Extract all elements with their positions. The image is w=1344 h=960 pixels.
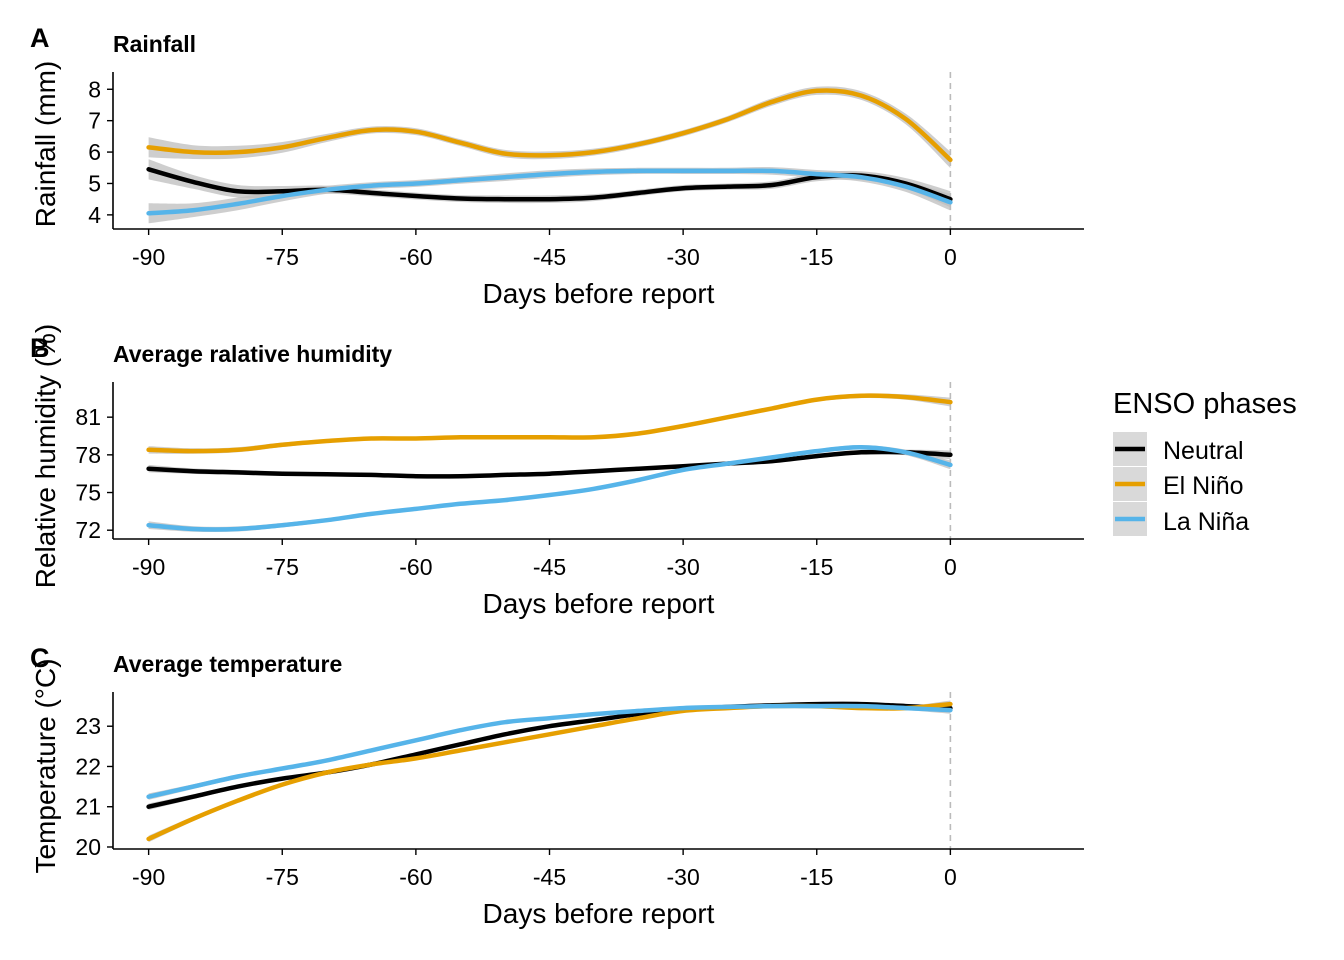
y-tick-label: 20 [75, 834, 101, 860]
x-tick-label: -15 [800, 864, 833, 890]
series-line-el-nino [146, 88, 953, 163]
x-tick-label: 0 [944, 554, 957, 580]
panel-letter-c: C [30, 643, 50, 673]
panel-a: A Rainfall -90 -75 -60 -45 -30 -15 0 4 5 6 7 8 Days … [30, 23, 1084, 309]
x-axis-title: Days before report [483, 588, 715, 619]
x-tick-label: -75 [266, 864, 299, 890]
x-tick-label: -90 [132, 244, 165, 270]
series-line-el-nino [146, 393, 953, 454]
series-line-la-nina [146, 168, 953, 216]
x-tick-label: 0 [944, 864, 957, 890]
y-tick-label: 23 [75, 713, 101, 739]
y-axis-title: Rainfall (mm) [30, 61, 61, 227]
y-tick-label: 6 [88, 139, 101, 165]
x-tick-label: -90 [132, 864, 165, 890]
y-tick-label: 5 [88, 170, 101, 196]
y-tick-label: 22 [75, 753, 101, 779]
y-tick-label: 78 [75, 442, 101, 468]
x-tick-label: 0 [944, 244, 957, 270]
x-tick-label: -15 [800, 554, 833, 580]
x-tick-label: -30 [667, 244, 700, 270]
y-tick-label: 8 [88, 76, 101, 102]
y-tick-label: 81 [75, 404, 101, 430]
legend-label-la-nina: La Niña [1163, 508, 1249, 536]
x-tick-label: -60 [399, 554, 432, 580]
panel-c: C Average temperature -90 -75 -60 -45 -30 -15… [30, 643, 1084, 929]
legend-title: ENSO phases [1113, 388, 1297, 420]
panel-letter-b: B [30, 333, 50, 363]
x-tick-label: -60 [399, 244, 432, 270]
y-tick-label: 21 [75, 794, 101, 820]
y-tick-label: 75 [75, 480, 101, 506]
y-axis-title: Relative humidity (%) [30, 324, 61, 589]
plot-area-rainfall: -90 -75 -60 -45 -30 -15 0 4 5 6 7 8 Days before repo… [30, 61, 1084, 309]
confidence-band-la-nina [148, 167, 951, 224]
legend-label-neutral: Neutral [1163, 437, 1244, 465]
x-tick-label: -30 [667, 554, 700, 580]
series-line-la-nina [146, 703, 953, 799]
panel-title-a: Rainfall [113, 31, 196, 57]
plot-area-humidity: -90 -75 -60 -45 -30 -15 0 72 75 78 81 Days before r… [30, 324, 1084, 619]
panel-letter-a: A [30, 23, 50, 53]
y-tick-label: 4 [88, 202, 101, 228]
x-axis-title: Days before report [483, 278, 715, 309]
x-tick-label: -45 [533, 864, 566, 890]
confidence-band-la-nina [148, 445, 951, 533]
legend: ENSO phases Neutral El Niño La Niña [1113, 388, 1297, 536]
plot-area-temperature: -90 -75 -60 -45 -30 -15 0 20 21 22 23 Days before r… [30, 658, 1084, 929]
panel-title-c: Average temperature [113, 651, 342, 677]
series-line-neutral [146, 449, 953, 479]
series-line-neutral [146, 167, 953, 202]
y-tick-label: 7 [88, 108, 101, 134]
legend-label-el-nino: El Niño [1163, 472, 1244, 500]
y-tick-label: 72 [75, 517, 101, 543]
x-tick-label: -75 [266, 244, 299, 270]
series-line-la-nina [146, 445, 953, 532]
y-axis-title: Temperature (°C) [30, 658, 61, 873]
x-tick-label: -75 [266, 554, 299, 580]
x-tick-label: -90 [132, 554, 165, 580]
x-axis-title: Days before report [483, 898, 715, 929]
x-tick-label: -15 [800, 244, 833, 270]
confidence-band-el-nino [148, 86, 951, 169]
x-tick-label: -30 [667, 864, 700, 890]
x-tick-label: -45 [533, 554, 566, 580]
panel-title-b: Average ralative humidity [113, 341, 392, 367]
x-tick-label: -45 [533, 244, 566, 270]
x-tick-label: -60 [399, 864, 432, 890]
panel-b: B Average ralative humidity -90 -75 -60 -45… [30, 324, 1084, 619]
